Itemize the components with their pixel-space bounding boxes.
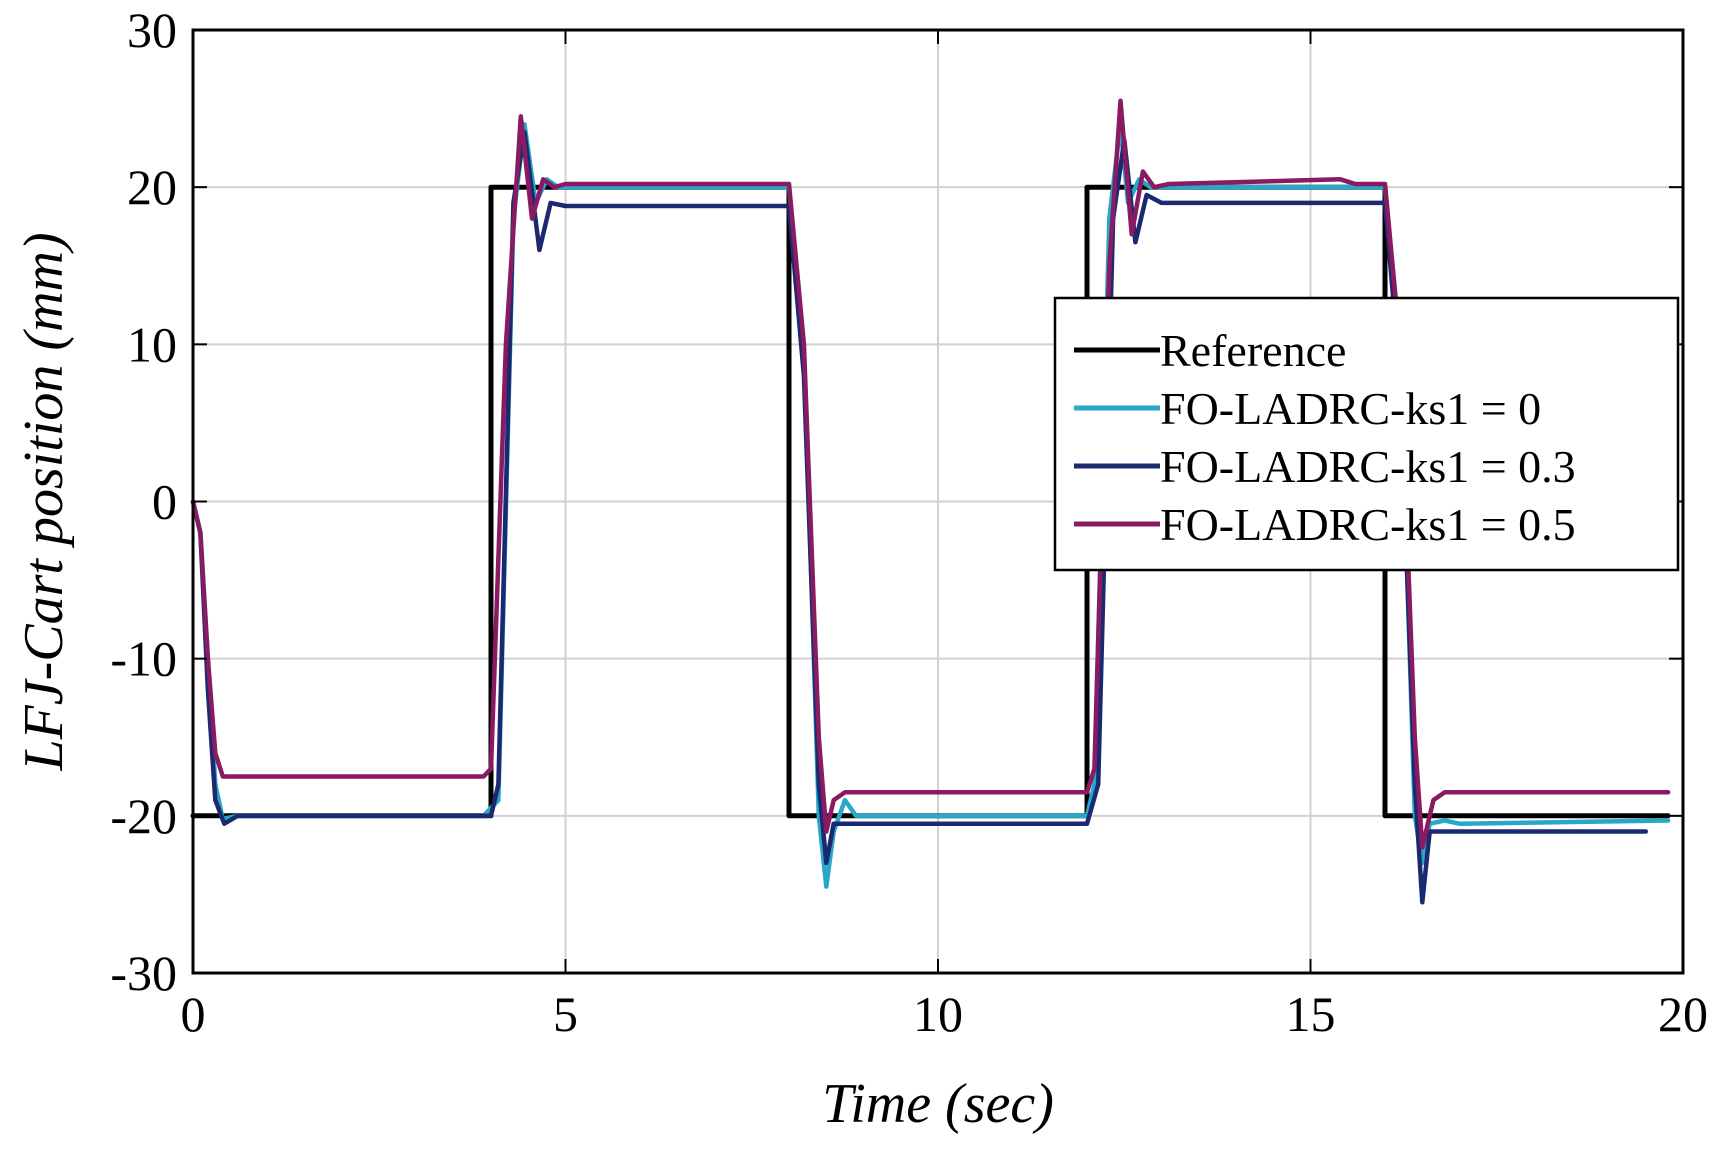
x-axis-title: Time (sec) <box>822 1073 1054 1135</box>
y-tick-label: -10 <box>110 631 177 687</box>
legend-label-2: FO-LADRC-ks1 = 0.3 <box>1160 441 1576 492</box>
x-tick-label: 0 <box>181 986 206 1042</box>
x-tick-label: 15 <box>1286 986 1336 1042</box>
legend-label-3: FO-LADRC-ks1 = 0.5 <box>1160 499 1576 550</box>
y-axis-title: LFJ-Cart position (mm) <box>13 232 75 771</box>
x-tick-label: 20 <box>1658 986 1708 1042</box>
x-tick-label: 5 <box>553 986 578 1042</box>
y-tick-label: -20 <box>110 788 177 844</box>
y-tick-label: 10 <box>127 316 177 372</box>
y-tick-label: 20 <box>127 159 177 215</box>
y-tick-label: 30 <box>127 2 177 58</box>
tick-layer: 0 5 10 15 20 -30 -20 -10 0 10 20 30 <box>110 2 1708 1042</box>
legend: Reference FO-LADRC-ks1 = 0 FO-LADRC-ks1 = … <box>1053 296 1680 572</box>
y-tick-label: 0 <box>152 474 177 530</box>
x-tick-label: 10 <box>913 986 963 1042</box>
legend-label-0: Reference <box>1160 325 1346 376</box>
legend-label-1: FO-LADRC-ks1 = 0 <box>1160 383 1541 434</box>
y-tick-label: -30 <box>110 945 177 1001</box>
series-line-3 <box>190 98 1671 850</box>
